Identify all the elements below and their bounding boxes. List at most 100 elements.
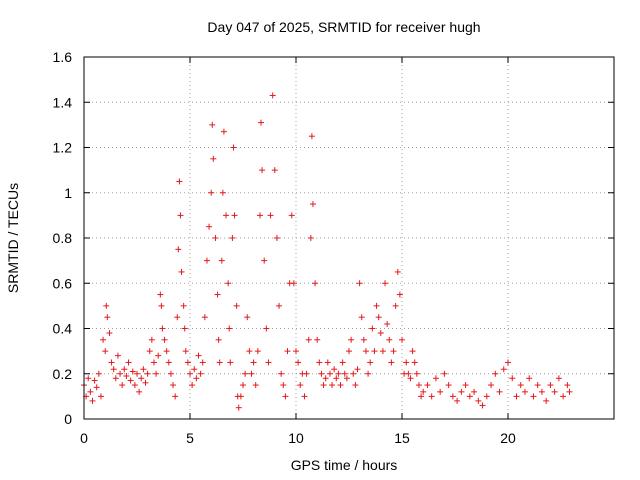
data-point: [280, 382, 287, 389]
data-point: [104, 314, 111, 321]
data-point: [288, 212, 295, 219]
data-point: [210, 155, 217, 162]
data-point: [466, 393, 473, 400]
data-point: [312, 280, 319, 287]
data-point: [269, 92, 276, 99]
data-point: [134, 370, 140, 377]
x-tick-label: 0: [80, 430, 88, 446]
data-point: [479, 402, 486, 409]
data-point: [415, 382, 422, 389]
data-point: [110, 366, 117, 373]
data-point: [295, 359, 302, 366]
data-point: [240, 382, 246, 389]
y-tick-label: 1: [64, 185, 72, 201]
data-point: [206, 223, 213, 230]
data-point: [496, 388, 503, 395]
data-point: [475, 397, 482, 404]
data-point: [259, 167, 266, 174]
data-point: [566, 388, 573, 395]
data-point: [449, 393, 456, 400]
data-point: [146, 348, 153, 355]
data-point: [403, 359, 410, 366]
data-point: [314, 336, 321, 343]
data-point: [191, 366, 198, 373]
data-point: [263, 325, 270, 332]
data-point: [360, 336, 367, 343]
data-point: [492, 370, 499, 377]
data-point: [244, 314, 251, 321]
data-point: [424, 382, 431, 389]
data-point: [157, 291, 164, 298]
data-point: [233, 302, 240, 309]
data-point: [155, 352, 162, 359]
data-point: [335, 370, 342, 377]
data-point: [230, 144, 237, 151]
y-tick-label: 1.4: [53, 94, 73, 110]
data-point: [362, 348, 369, 355]
data-point: [555, 375, 562, 382]
data-point: [127, 377, 134, 384]
data-point: [176, 178, 183, 185]
data-point: [405, 370, 412, 377]
data-point: [411, 359, 418, 366]
data-point: [290, 280, 297, 287]
data-point: [284, 348, 291, 355]
data-point: [307, 235, 314, 241]
data-point: [187, 370, 193, 377]
data-point: [331, 366, 338, 373]
y-tick-label: 1.6: [53, 49, 73, 65]
data-point: [500, 366, 507, 373]
data-point: [119, 382, 126, 389]
data-point: [521, 388, 528, 395]
y-tick-label: 0.8: [53, 230, 73, 246]
data-point: [509, 375, 516, 382]
data-point: [114, 352, 121, 359]
data-point: [309, 201, 316, 208]
data-point: [112, 375, 119, 382]
data-point: [87, 388, 94, 395]
data-point: [538, 388, 545, 395]
data-point: [235, 404, 242, 411]
x-tick-label: 20: [500, 430, 516, 446]
data-point: [212, 235, 219, 241]
data-point: [252, 382, 259, 389]
plot-frame: [83, 56, 615, 420]
data-point: [382, 280, 389, 287]
data-point: [428, 393, 435, 400]
data-point: [333, 375, 340, 382]
data-point: [174, 314, 181, 321]
data-point: [316, 359, 323, 366]
data-point: [392, 302, 399, 309]
data-point: [297, 382, 304, 389]
data-point: [85, 375, 92, 382]
data-point: [483, 393, 490, 400]
data-point: [367, 359, 374, 366]
data-point: [369, 325, 376, 332]
data-point: [339, 359, 346, 366]
data-point: [326, 370, 333, 377]
data-point: [396, 291, 403, 298]
data-point: [208, 189, 215, 196]
axis-ticks: 0 0.2 0.4 0.6 0.8 1 1.2 1.4 1.6 0 5 10 15 20: [53, 49, 614, 446]
data-point: [197, 370, 204, 377]
data-point: [218, 257, 225, 264]
data-point: [418, 393, 425, 400]
data-point: [454, 397, 461, 404]
data-point: [140, 366, 147, 373]
data-point: [445, 382, 452, 389]
data-point: [352, 382, 359, 389]
data-point: [526, 375, 533, 382]
data-point: [350, 370, 357, 377]
data-point: [150, 359, 157, 366]
data-point: [123, 373, 130, 380]
data-point: [341, 370, 348, 377]
data-point: [271, 167, 278, 174]
data-point: [377, 330, 384, 337]
data-point: [386, 336, 393, 343]
data-point: [375, 314, 382, 321]
data-point: [471, 388, 478, 395]
data-point: [172, 393, 179, 400]
data-point: [547, 382, 554, 389]
data-point: [167, 370, 174, 377]
data-point: [420, 388, 427, 395]
